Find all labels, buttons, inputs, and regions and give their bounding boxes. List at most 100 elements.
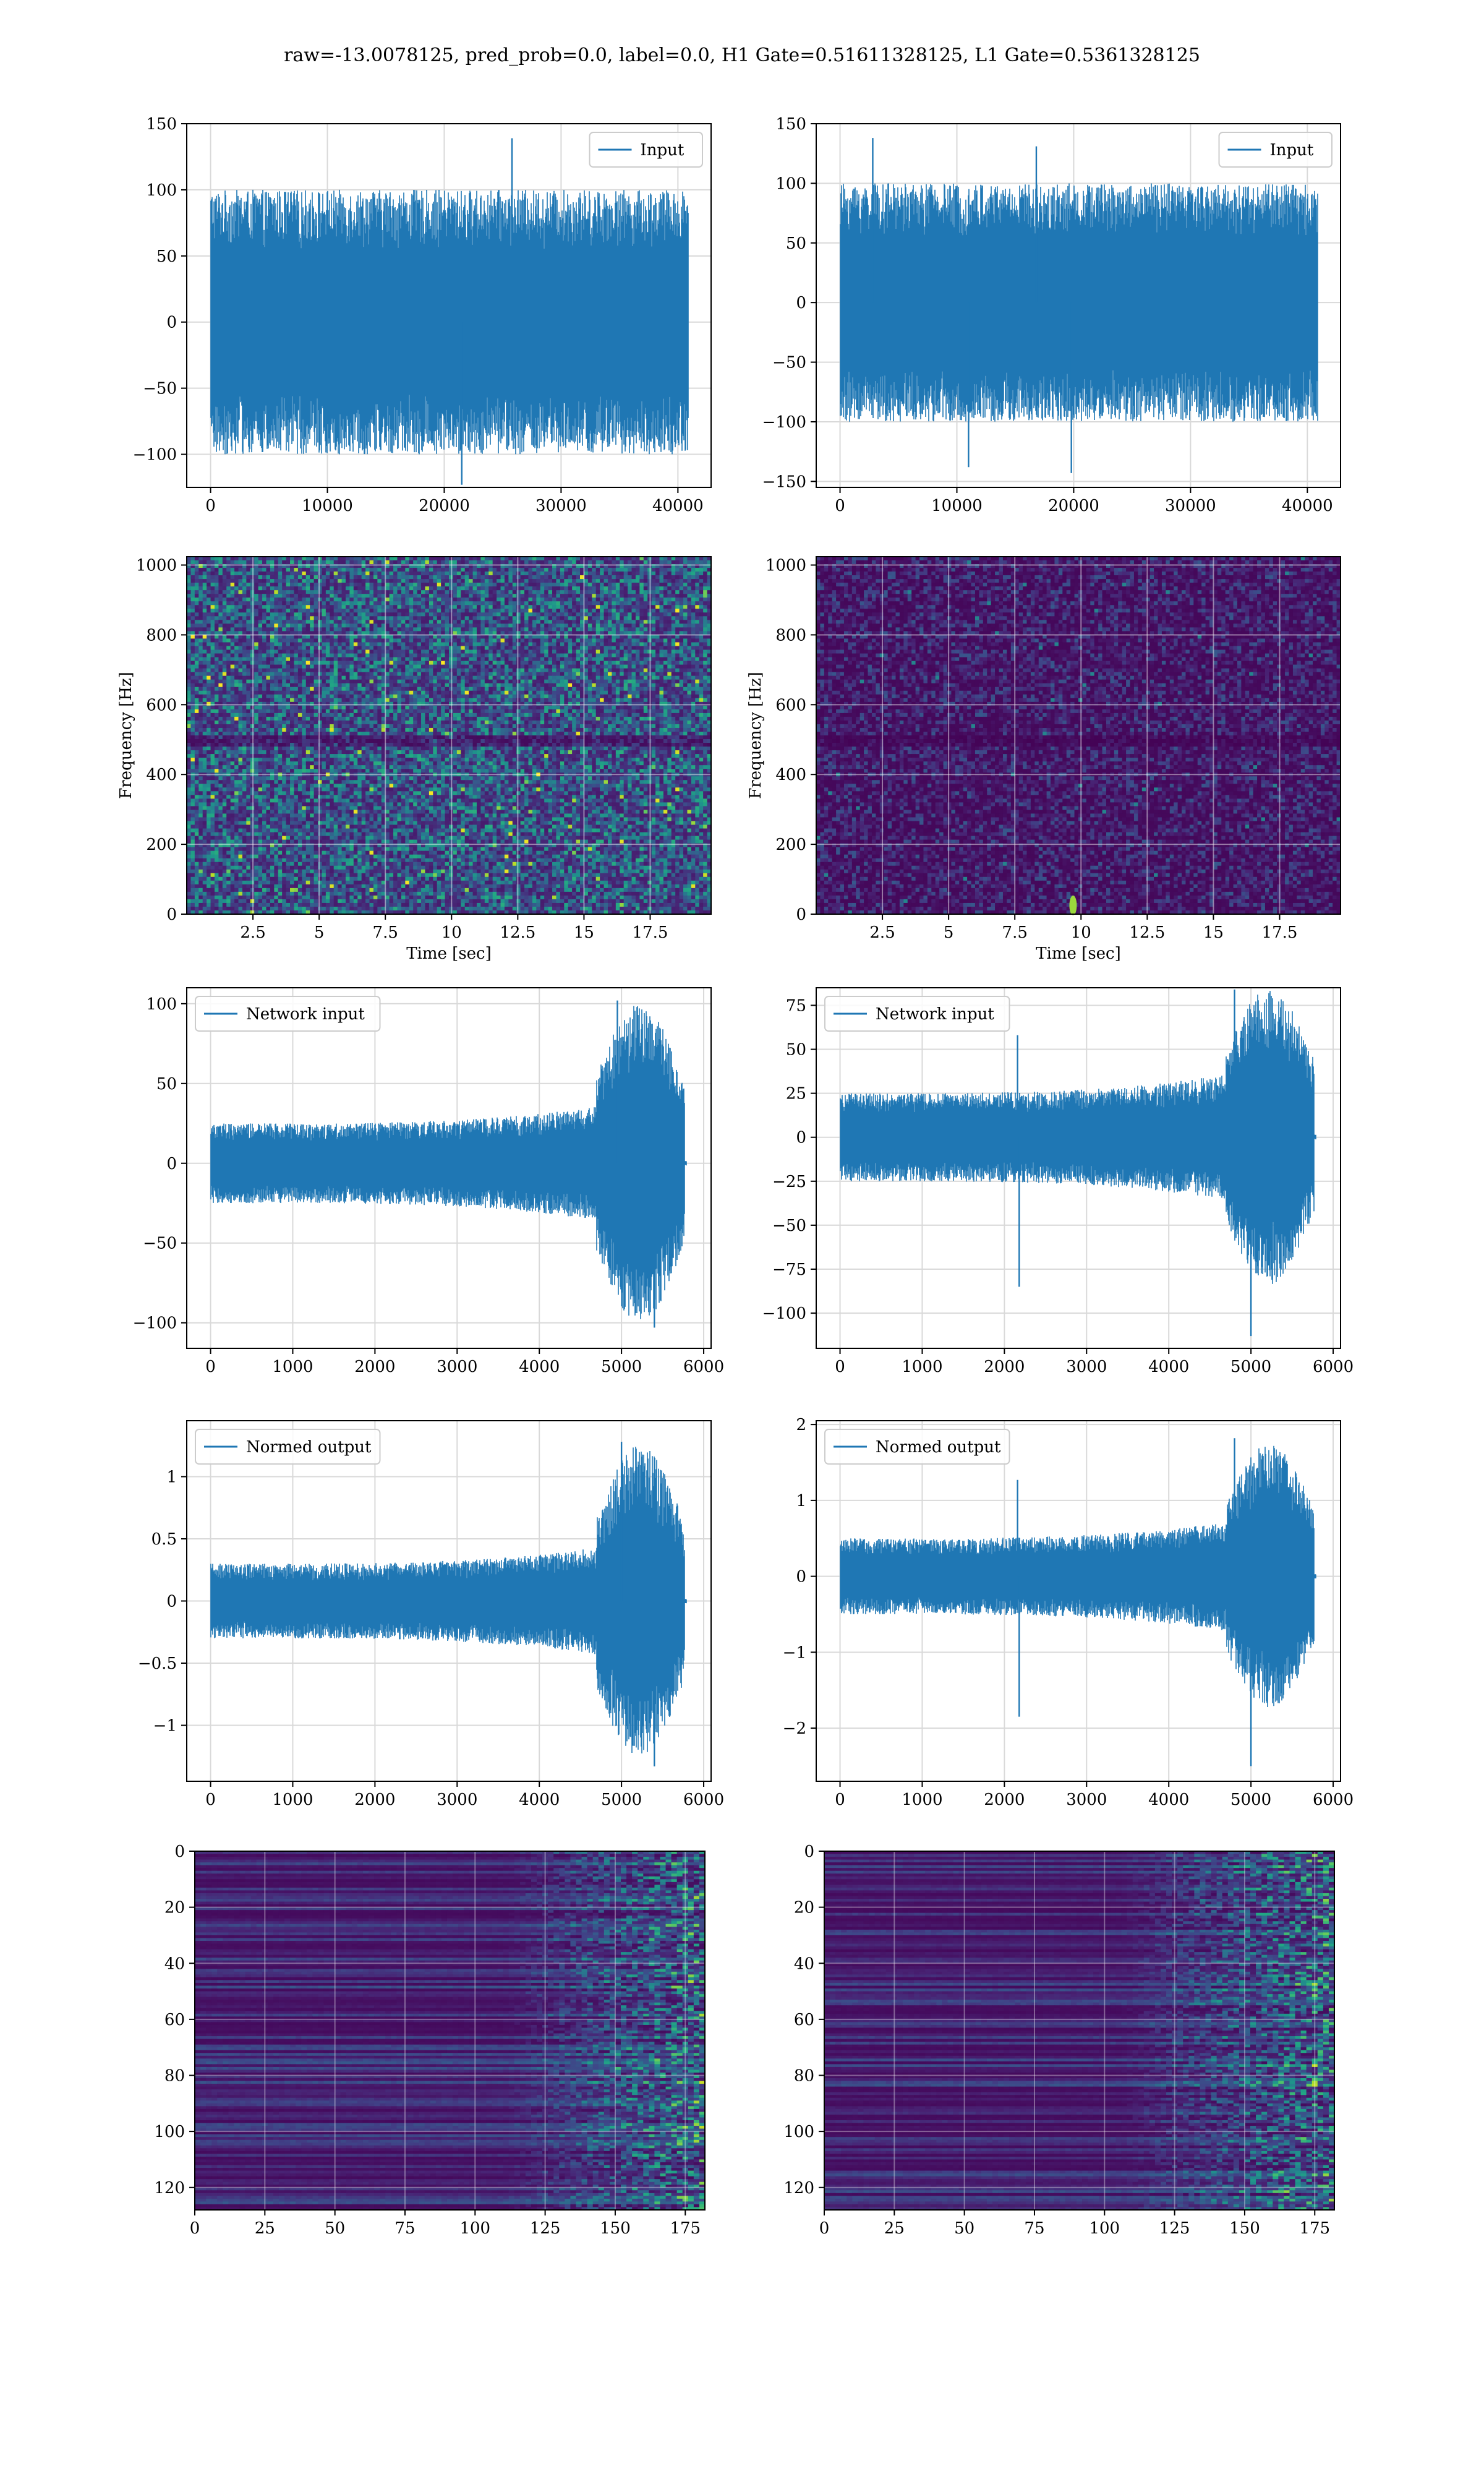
subplot-h1-features: 0 25 50 75 100 125 150 175 0 20 40 60 80 100 120 xyxy=(154,1843,706,2238)
x-tick-label: 0 xyxy=(835,497,845,515)
legend-box xyxy=(1218,132,1333,168)
x-tick-label: 1000 xyxy=(272,1358,313,1376)
y-tick-label: 100 xyxy=(146,995,177,1014)
legend-label: Normed output xyxy=(876,1438,1001,1457)
axes-frame xyxy=(816,1420,1341,1782)
x-tick-label: 3000 xyxy=(437,1358,477,1376)
y-tick-label: 80 xyxy=(794,2067,814,2086)
y-tick-label: 50 xyxy=(786,234,806,253)
figure-title: raw=-13.0078125, pred_prob=0.0, label=0.… xyxy=(284,45,1200,66)
x-tick-label: 150 xyxy=(1229,2219,1260,2238)
legend-label: Input xyxy=(1270,141,1314,160)
legend-box xyxy=(195,1429,381,1465)
x-tick-label: 3000 xyxy=(1066,1358,1107,1376)
x-tick-label: 6000 xyxy=(1313,1358,1354,1376)
x-tick-label: 0 xyxy=(205,497,216,515)
x-tick-label: 5000 xyxy=(1230,1358,1271,1376)
x-tick-label: 17.5 xyxy=(633,923,668,942)
y-tick-label: 120 xyxy=(154,2179,185,2198)
legend: Normed output xyxy=(824,1429,1010,1465)
x-axis-label: Time [sec] xyxy=(406,944,492,963)
subplot-grid: 0 10000 20000 30000 40000−100−50050100150Inp… xyxy=(117,115,1354,2238)
x-tick-label: 5000 xyxy=(1230,1791,1271,1809)
y-tick-label: −1 xyxy=(153,1717,177,1736)
y-tick-label: 0 xyxy=(166,905,177,924)
y-tick-label: 0 xyxy=(796,905,806,924)
y-tick-label: 50 xyxy=(786,1041,806,1059)
legend: Normed output xyxy=(195,1429,381,1465)
y-tick-label: 0 xyxy=(796,1568,806,1586)
axes-frame xyxy=(816,123,1341,488)
y-tick-label: 0 xyxy=(166,1155,177,1173)
y-tick-label: 75 xyxy=(786,996,806,1015)
x-tick-label: 4000 xyxy=(1148,1358,1189,1376)
y-tick-label: 40 xyxy=(794,1954,814,1973)
x-tick-label: 10000 xyxy=(302,497,353,515)
x-tick-label: 10 xyxy=(441,923,462,942)
y-tick-label: 0.5 xyxy=(151,1530,177,1549)
y-tick-label: 0 xyxy=(166,1593,177,1611)
subplot-h1-normed-output: 0 1000 2000 3000 4000 5000 6000 −1 −0.5 0 0.5 1 Norm… xyxy=(138,1420,724,1809)
y-tick-label: 0 xyxy=(804,1843,814,1861)
y-tick-label: 0 xyxy=(796,294,806,312)
y-tick-label: 25 xyxy=(786,1085,806,1103)
x-tick-label: 4000 xyxy=(519,1358,560,1376)
legend-box xyxy=(195,996,381,1032)
y-axis-label: Frequency [Hz] xyxy=(117,672,135,799)
y-tick-label: 1000 xyxy=(136,557,177,575)
y-tick-label: 1000 xyxy=(765,557,806,575)
x-tick-label: 0 xyxy=(819,2219,830,2238)
y-tick-label: 400 xyxy=(775,766,806,784)
series-line xyxy=(210,1447,687,1753)
x-tick-label: 1000 xyxy=(902,1358,942,1376)
y-tick-label: 50 xyxy=(156,1075,177,1094)
legend: Network input xyxy=(824,996,1010,1032)
y-tick-label: −50 xyxy=(772,1217,806,1235)
x-tick-label: 7.5 xyxy=(1002,923,1028,942)
y-tick-label: 0 xyxy=(174,1843,185,1861)
x-tick-label: 150 xyxy=(600,2219,631,2238)
y-tick-label: 800 xyxy=(775,626,806,644)
y-tick-label: 2 xyxy=(796,1416,806,1434)
y-tick-label: −1 xyxy=(783,1643,806,1662)
subplot-h1-spectrogram: 2.5 5 7.5 10 12.5 15 17.5 0 200 400 600 800 1000 Time… xyxy=(117,556,712,963)
x-tick-label: 40000 xyxy=(652,497,704,515)
axes-frame xyxy=(186,123,712,488)
legend-label: Normed output xyxy=(246,1438,372,1457)
y-tick-label: 1 xyxy=(796,1492,806,1510)
x-tick-label: 0 xyxy=(190,2219,200,2238)
subplot-l1-normed-output: 0 1000 2000 3000 4000 5000 6000 −2 −1 0 1 2 Normed o… xyxy=(783,1416,1354,1809)
x-tick-label: 15 xyxy=(574,923,594,942)
x-tick-label: 0 xyxy=(835,1358,845,1376)
y-tick-label: 200 xyxy=(775,836,806,854)
x-tick-label: 3000 xyxy=(437,1791,477,1809)
x-tick-label: 75 xyxy=(1024,2219,1044,2238)
x-tick-label: 3000 xyxy=(1066,1791,1107,1809)
y-tick-label: 100 xyxy=(775,174,806,193)
x-tick-label: 5 xyxy=(944,923,954,942)
x-tick-label: 25 xyxy=(255,2219,275,2238)
y-tick-label: −100 xyxy=(762,413,806,432)
x-tick-label: 12.5 xyxy=(500,923,535,942)
subplot-l1-spectrogram: 2.5 5 7.5 10 12.5 15 17.5 0 200 400 600 800 1000 Time… xyxy=(746,556,1341,963)
x-tick-label: 6000 xyxy=(683,1358,724,1376)
axes-frame xyxy=(824,1851,1335,2211)
x-tick-label: 10000 xyxy=(931,497,983,515)
x-tick-label: 175 xyxy=(670,2219,701,2238)
x-tick-label: 0 xyxy=(835,1791,845,1809)
x-tick-label: 4000 xyxy=(519,1791,560,1809)
y-tick-label: 120 xyxy=(783,2179,814,2198)
legend-label: Network input xyxy=(246,1005,365,1024)
y-tick-label: 40 xyxy=(164,1954,185,1973)
y-tick-label: 80 xyxy=(164,2067,185,2086)
x-tick-label: 15 xyxy=(1203,923,1224,942)
transient-blip xyxy=(1069,895,1077,915)
y-tick-label: 20 xyxy=(164,1899,185,1917)
x-tick-label: 17.5 xyxy=(1262,923,1298,942)
feature-map-image xyxy=(195,1851,706,2211)
y-tick-label: 60 xyxy=(164,2011,185,2029)
y-tick-label: −50 xyxy=(772,354,806,372)
series-line xyxy=(840,183,1318,422)
x-tick-label: 20000 xyxy=(1048,497,1099,515)
subplot-l1-input: 0 10000 20000 30000 40000 −150 −100 −50 0 50 100 15… xyxy=(762,115,1341,515)
